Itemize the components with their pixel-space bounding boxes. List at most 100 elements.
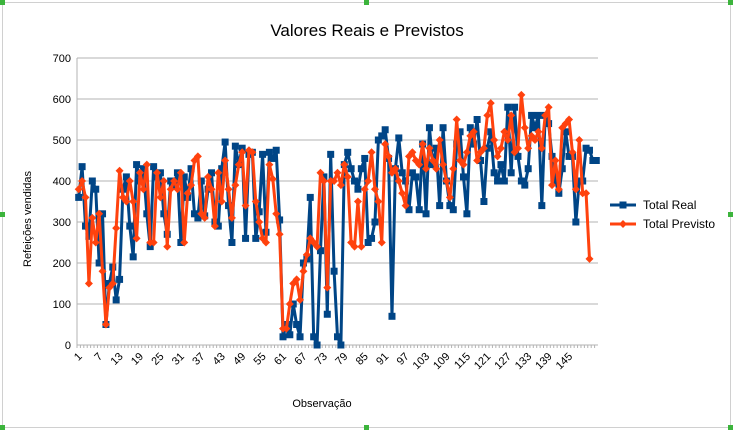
data-point	[537, 144, 546, 153]
data-point	[214, 168, 223, 177]
data-point	[480, 198, 488, 205]
data-point	[217, 197, 226, 206]
data-point	[225, 202, 233, 210]
selection-handle-top-right[interactable]	[728, 0, 733, 5]
data-point	[528, 111, 536, 119]
data-point	[425, 144, 434, 153]
data-point	[150, 163, 158, 171]
data-point	[156, 193, 165, 202]
data-point	[449, 206, 457, 214]
data-point	[493, 152, 502, 161]
data-point	[78, 163, 86, 171]
data-point	[84, 279, 93, 288]
data-point	[452, 115, 461, 124]
data-point	[228, 239, 236, 246]
data-point	[299, 259, 307, 267]
data-point	[422, 210, 430, 218]
data-point	[221, 156, 230, 165]
data-point	[210, 222, 219, 231]
data-point	[497, 161, 505, 169]
data-point	[153, 168, 162, 177]
data-point	[347, 165, 355, 173]
data-point	[101, 320, 110, 329]
legend-marker	[619, 220, 627, 228]
data-point	[350, 242, 359, 251]
legend-label: Total Previsto	[643, 217, 715, 231]
data-point	[377, 238, 386, 247]
selection-handle-bottom-right[interactable]	[728, 425, 733, 430]
data-point	[439, 124, 447, 132]
data-point	[268, 174, 277, 183]
data-point	[398, 169, 406, 177]
data-point	[463, 210, 471, 218]
selection-handle-bottom-left[interactable]	[0, 425, 5, 430]
data-point	[494, 177, 502, 185]
data-point	[473, 156, 482, 165]
data-point	[221, 138, 229, 146]
data-point	[517, 90, 526, 99]
data-point	[479, 144, 488, 153]
data-point	[551, 156, 560, 165]
selection-handle-top-center[interactable]	[364, 0, 369, 5]
data-point	[91, 238, 100, 247]
data-point	[98, 267, 107, 276]
data-point	[503, 136, 512, 144]
data-point	[269, 154, 277, 162]
data-point	[405, 206, 413, 214]
data-point	[135, 168, 144, 177]
data-point	[395, 134, 403, 142]
data-point	[306, 193, 314, 201]
data-point	[149, 238, 158, 247]
data-point	[320, 173, 328, 181]
data-point	[351, 177, 359, 185]
data-point	[511, 103, 519, 111]
data-point	[334, 333, 341, 341]
data-point	[361, 154, 369, 162]
legend: Total Real Total Previsto	[610, 198, 715, 231]
legend-marker	[619, 201, 627, 209]
x-tick-label: 121	[472, 351, 493, 372]
data-point	[74, 185, 83, 194]
data-point	[170, 177, 179, 185]
data-point	[330, 177, 339, 185]
data-point	[487, 128, 495, 136]
data-point	[125, 177, 134, 185]
data-point	[367, 148, 376, 157]
data-point	[139, 165, 147, 173]
data-point	[381, 140, 390, 149]
data-point	[333, 168, 342, 177]
data-point	[183, 189, 192, 198]
data-point	[248, 148, 257, 157]
data-point	[292, 275, 301, 284]
data-point	[160, 210, 168, 218]
data-point	[555, 189, 563, 197]
data-point	[170, 181, 178, 189]
data-point	[133, 161, 141, 169]
data-point	[139, 185, 148, 194]
y-axis-label: Refeições vendidas	[22, 171, 34, 268]
selection-handle-middle-right[interactable]	[728, 212, 733, 217]
data-point	[415, 160, 424, 169]
data-point	[439, 160, 448, 169]
data-point	[231, 181, 240, 190]
selection-handle-top-left[interactable]	[0, 0, 5, 5]
data-point	[402, 177, 410, 185]
data-point	[176, 168, 185, 177]
data-point	[296, 295, 305, 304]
selection-handle-bottom-center[interactable]	[364, 425, 369, 430]
data-point	[428, 156, 437, 165]
data-point	[374, 197, 383, 206]
data-point	[193, 152, 202, 161]
data-point	[286, 331, 294, 339]
data-point	[194, 214, 202, 222]
data-point	[313, 242, 322, 251]
data-point	[319, 177, 328, 185]
data-point	[436, 202, 444, 210]
data-point	[275, 230, 284, 239]
data-point	[92, 185, 100, 193]
data-point	[418, 140, 427, 149]
x-tick-label: 73	[313, 351, 330, 368]
selection-handle-middle-left[interactable]	[0, 212, 5, 217]
data-point	[370, 185, 379, 194]
data-point	[534, 111, 542, 119]
